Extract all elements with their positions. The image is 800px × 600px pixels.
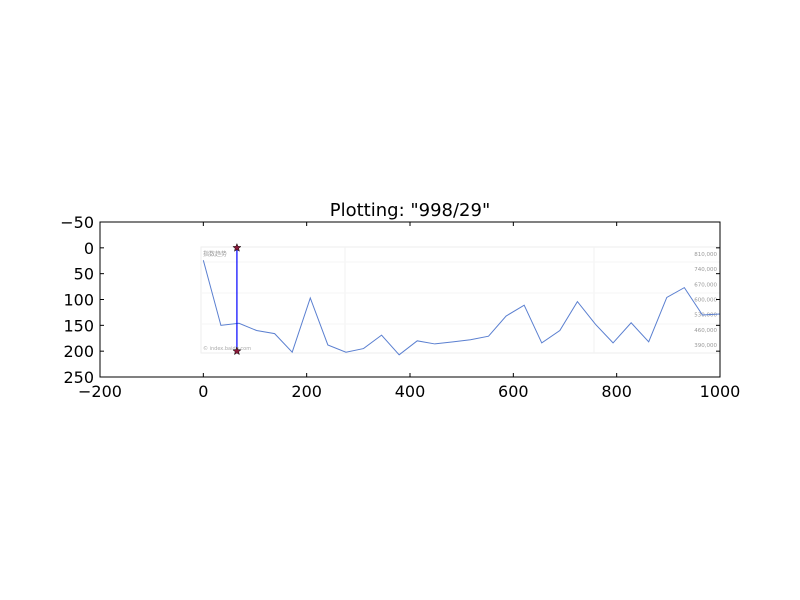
background-image-panel [200,246,721,354]
x-tick-label: 200 [291,382,322,401]
star-marker [232,346,242,356]
y-tick-label: 200 [63,342,94,361]
chart-title: Plotting: "998/29" [330,200,491,221]
plot-content [202,242,721,356]
background-scale-label: 390,000 [694,343,717,349]
background-image-title: 指数趋势 [203,250,227,258]
x-tick-label: 1000 [700,382,741,401]
star-marker [232,242,242,252]
background-scale-label: 460,000 [694,328,717,334]
background-image-footer: © index.baidu.com [203,345,251,352]
y-tick-label: 150 [63,316,94,335]
y-tick-label: 50 [74,265,94,284]
y-tick-label: 100 [63,291,94,310]
y-tick-label: −50 [60,213,94,232]
background-image: 指数趋势 © index.baidu.com 810,000 740,000 670… [200,246,721,354]
background-scale-label: 600,000 [694,298,717,304]
background-scale-label: 810,000 [694,252,717,258]
background-scale-label: 740,000 [694,267,717,273]
background-image-scale: 810,000 740,000 670,000 600,000 530,000 460,0… [694,252,717,349]
y-tick-label: 0 [84,239,94,258]
y-tick-label: 250 [63,368,94,387]
x-tick-label: 800 [601,382,632,401]
x-tick-label: −200 [78,382,122,401]
x-tick-label: 600 [498,382,529,401]
x-axis: −200 0 200 400 600 800 1000 [78,222,740,401]
series-line [202,260,721,356]
x-tick-label: 400 [395,382,426,401]
background-scale-label: 530,000 [694,313,717,319]
x-tick-label: 0 [198,382,208,401]
y-axis: −50 0 50 100 150 200 250 [60,213,720,387]
background-scale-label: 670,000 [694,282,717,288]
